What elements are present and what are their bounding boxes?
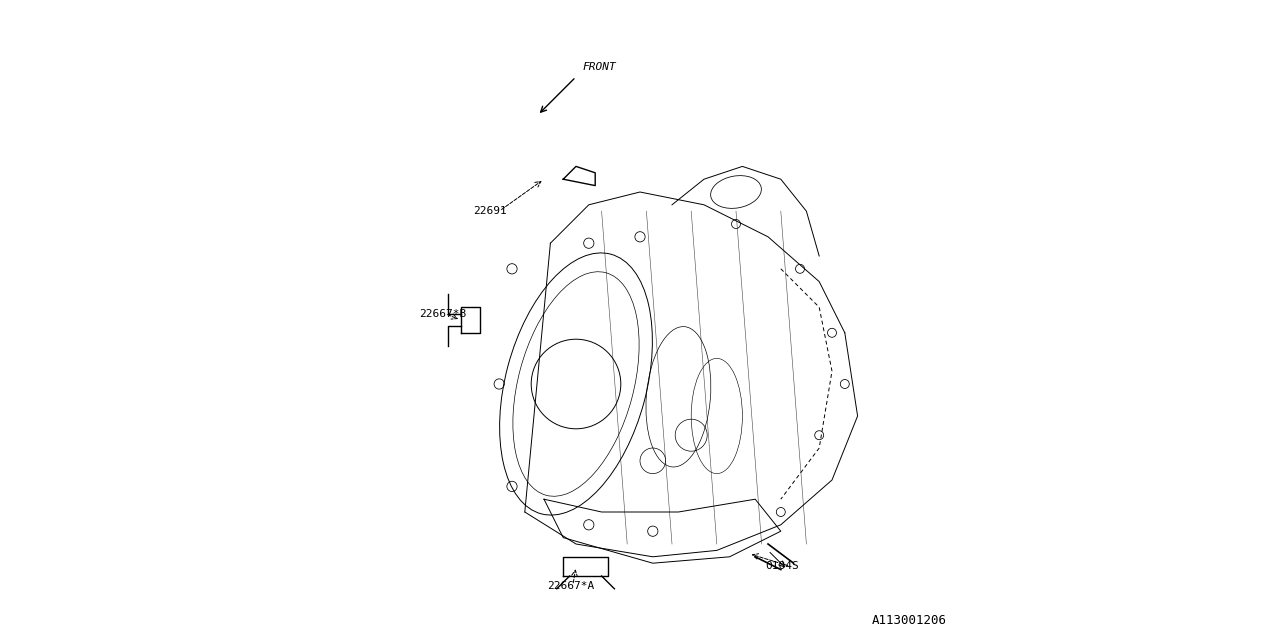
Text: 22667*B: 22667*B — [420, 308, 466, 319]
Text: 22691: 22691 — [474, 206, 507, 216]
Text: FRONT: FRONT — [582, 63, 616, 72]
Text: 0104S: 0104S — [765, 561, 799, 572]
Text: A113001206: A113001206 — [872, 614, 947, 627]
Text: 22667*A: 22667*A — [548, 580, 594, 591]
